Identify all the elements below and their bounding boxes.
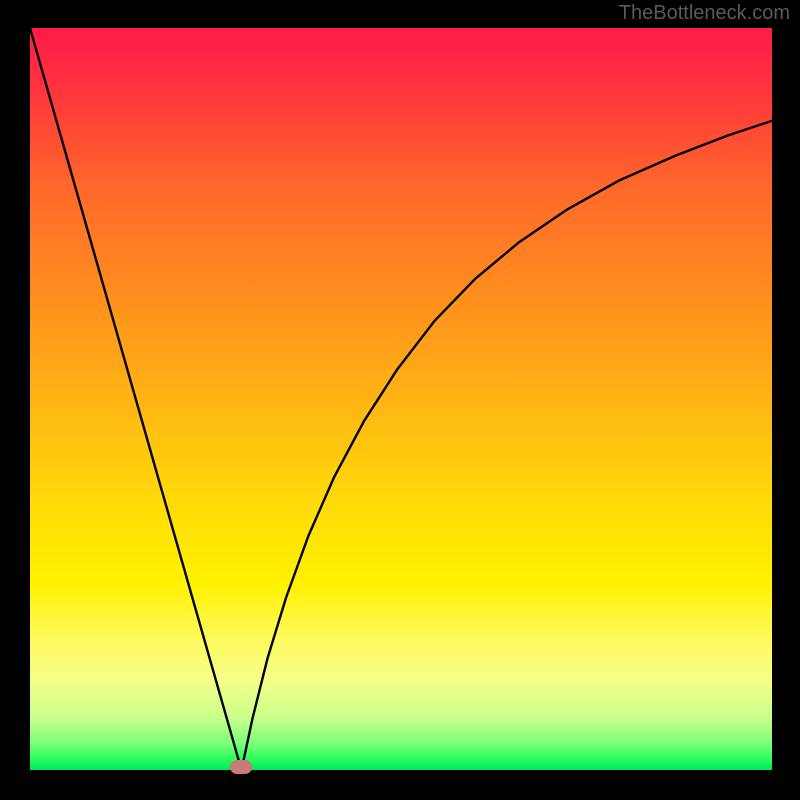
plot-area: [30, 28, 772, 770]
bottleneck-curve: [30, 28, 772, 770]
chart-container: TheBottleneck.com: [0, 0, 800, 800]
watermark-text: TheBottleneck.com: [619, 2, 790, 25]
curve-svg: [30, 28, 772, 770]
vertex-marker: [230, 760, 252, 774]
